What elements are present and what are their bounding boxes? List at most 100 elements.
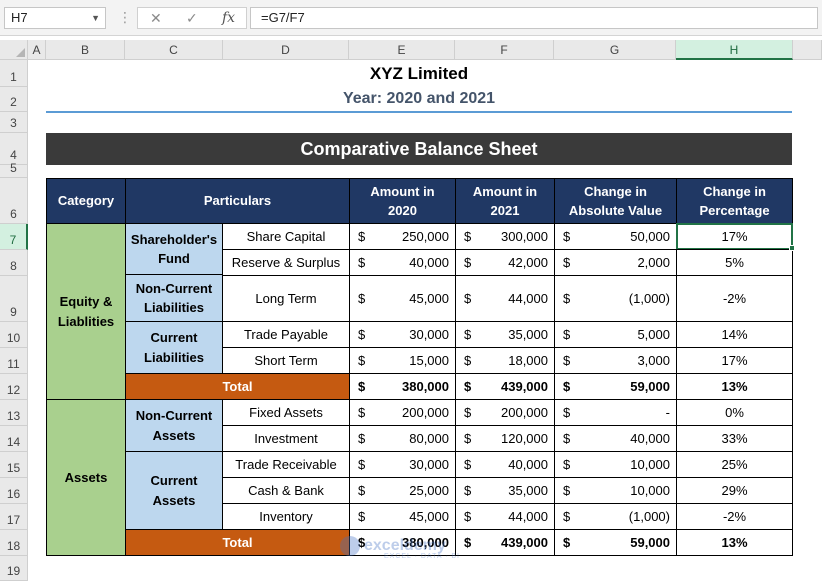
column-header-f[interactable]: F <box>455 40 554 60</box>
formula-input[interactable]: =G7/F7 <box>250 7 818 29</box>
percentage-cell[interactable]: 17% <box>676 223 793 250</box>
amount-cell-abs[interactable]: $5,000 <box>554 321 677 348</box>
row-header-18[interactable]: 18 <box>0 530 28 556</box>
amount-cell-a2021[interactable]: $120,000 <box>455 425 555 452</box>
select-all-button[interactable] <box>0 40 28 60</box>
header-absolute-change[interactable]: Change in Absolute Value <box>554 178 677 224</box>
amount-cell-abs[interactable]: $10,000 <box>554 451 677 478</box>
particular-label[interactable]: Share Capital <box>222 223 350 250</box>
amount-cell-a2020[interactable]: $45,000 <box>349 275 456 322</box>
row-header-2[interactable]: 2 <box>0 87 28 112</box>
category-assets[interactable]: Assets <box>46 399 126 556</box>
enter-icon[interactable]: ✓ <box>186 10 198 26</box>
row-header-10[interactable]: 10 <box>0 322 28 348</box>
column-header-i[interactable] <box>793 40 822 60</box>
percentage-cell[interactable]: 13% <box>676 529 793 556</box>
fill-handle[interactable] <box>789 245 795 251</box>
chevron-down-icon[interactable]: ▼ <box>91 13 100 23</box>
amount-cell-abs[interactable]: $ (1,000) <box>554 275 677 322</box>
amount-cell-abs[interactable]: $59,000 <box>554 529 677 556</box>
row-header-11[interactable]: 11 <box>0 348 28 374</box>
particular-label[interactable]: Short Term <box>222 347 350 374</box>
amount-cell-a2020[interactable]: $30,000 <box>349 451 456 478</box>
column-header-e[interactable]: E <box>349 40 455 60</box>
header-particulars[interactable]: Particulars <box>125 178 350 224</box>
percentage-cell[interactable]: 33% <box>676 425 793 452</box>
particular-label[interactable]: Cash & Bank <box>222 477 350 504</box>
percentage-cell[interactable]: 29% <box>676 477 793 504</box>
amount-cell-a2021[interactable]: $439,000 <box>455 373 555 400</box>
amount-cell-abs[interactable]: $2,000 <box>554 249 677 276</box>
total-label[interactable]: Total <box>125 529 350 556</box>
amount-cell-a2021[interactable]: $35,000 <box>455 477 555 504</box>
amount-cell-a2021[interactable]: $18,000 <box>455 347 555 374</box>
row-header-4[interactable]: 4 <box>0 133 28 165</box>
amount-cell-abs[interactable]: $59,000 <box>554 373 677 400</box>
row-header-3[interactable]: 3 <box>0 112 28 133</box>
column-header-h[interactable]: H <box>676 40 793 60</box>
column-header-c[interactable]: C <box>125 40 223 60</box>
amount-cell-a2021[interactable]: $200,000 <box>455 399 555 426</box>
amount-cell-abs[interactable]: $3,000 <box>554 347 677 374</box>
amount-cell-a2021[interactable]: $44,000 <box>455 275 555 322</box>
amount-cell-abs[interactable]: $ - <box>554 399 677 426</box>
row-header-16[interactable]: 16 <box>0 478 28 504</box>
percentage-cell[interactable]: 0% <box>676 399 793 426</box>
amount-cell-a2021[interactable]: $35,000 <box>455 321 555 348</box>
header-amount-2021[interactable]: Amount in 2021 <box>455 178 555 224</box>
category-equity-liabilities[interactable]: Equity & Liablities <box>46 223 126 400</box>
percentage-cell[interactable]: -2% <box>676 275 793 322</box>
amount-cell-a2020[interactable]: $200,000 <box>349 399 456 426</box>
amount-cell-abs[interactable]: $10,000 <box>554 477 677 504</box>
header-category[interactable]: Category <box>46 178 126 224</box>
amount-cell-abs[interactable]: $40,000 <box>554 425 677 452</box>
percentage-cell[interactable]: 14% <box>676 321 793 348</box>
row-header-7[interactable]: 7 <box>0 224 28 250</box>
group-current-liabilities[interactable]: Current Liabilities <box>125 321 223 374</box>
particular-label[interactable]: Investment <box>222 425 350 452</box>
amount-cell-a2020[interactable]: $250,000 <box>349 223 456 250</box>
column-header-a[interactable]: A <box>28 40 46 60</box>
percentage-cell[interactable]: 25% <box>676 451 793 478</box>
particular-label[interactable]: Fixed Assets <box>222 399 350 426</box>
amount-cell-a2020[interactable]: $15,000 <box>349 347 456 374</box>
group-noncurrent-liabilities[interactable]: Non-Current Liabilities <box>125 274 223 322</box>
row-header-1[interactable]: 1 <box>0 60 28 87</box>
amount-cell-a2020[interactable]: $380,000 <box>349 373 456 400</box>
amount-cell-a2021[interactable]: $300,000 <box>455 223 555 250</box>
amount-cell-a2021[interactable]: $42,000 <box>455 249 555 276</box>
particular-label[interactable]: Trade Payable <box>222 321 350 348</box>
amount-cell-a2020[interactable]: $25,000 <box>349 477 456 504</box>
row-header-9[interactable]: 9 <box>0 276 28 322</box>
sheet-subtitle[interactable]: Year: 2020 and 2021 <box>342 90 496 107</box>
row-header-6[interactable]: 6 <box>0 178 28 224</box>
name-box[interactable]: H7 ▼ <box>4 7 106 29</box>
amount-cell-a2020[interactable]: $80,000 <box>349 425 456 452</box>
row-header-14[interactable]: 14 <box>0 426 28 452</box>
group-shareholders-fund[interactable]: Shareholder's Fund <box>125 223 223 275</box>
column-header-d[interactable]: D <box>223 40 349 60</box>
amount-cell-abs[interactable]: $50,000 <box>554 223 677 250</box>
particular-label[interactable]: Long Term <box>222 275 350 322</box>
amount-cell-a2021[interactable]: $44,000 <box>455 503 555 530</box>
row-header-12[interactable]: 12 <box>0 374 28 400</box>
percentage-cell[interactable]: 5% <box>676 249 793 276</box>
group-current-assets[interactable]: Current Assets <box>125 451 223 530</box>
percentage-cell[interactable]: 13% <box>676 373 793 400</box>
column-header-b[interactable]: B <box>46 40 125 60</box>
particular-label[interactable]: Reserve & Surplus <box>222 249 350 276</box>
particular-label[interactable]: Inventory <box>222 503 350 530</box>
particular-label[interactable]: Trade Receivable <box>222 451 350 478</box>
percentage-cell[interactable]: 17% <box>676 347 793 374</box>
amount-cell-a2020[interactable]: $40,000 <box>349 249 456 276</box>
column-header-g[interactable]: G <box>554 40 676 60</box>
row-header-17[interactable]: 17 <box>0 504 28 530</box>
group-noncurrent-assets[interactable]: Non-Current Assets <box>125 399 223 452</box>
banner-title[interactable]: Comparative Balance Sheet <box>46 133 792 165</box>
row-header-13[interactable]: 13 <box>0 400 28 426</box>
cancel-icon[interactable]: ✕ <box>150 10 162 26</box>
amount-cell-a2021[interactable]: $40,000 <box>455 451 555 478</box>
percentage-cell[interactable]: -2% <box>676 503 793 530</box>
row-header-5[interactable]: 5 <box>0 161 28 178</box>
sheet-title[interactable]: XYZ Limited <box>369 64 469 83</box>
